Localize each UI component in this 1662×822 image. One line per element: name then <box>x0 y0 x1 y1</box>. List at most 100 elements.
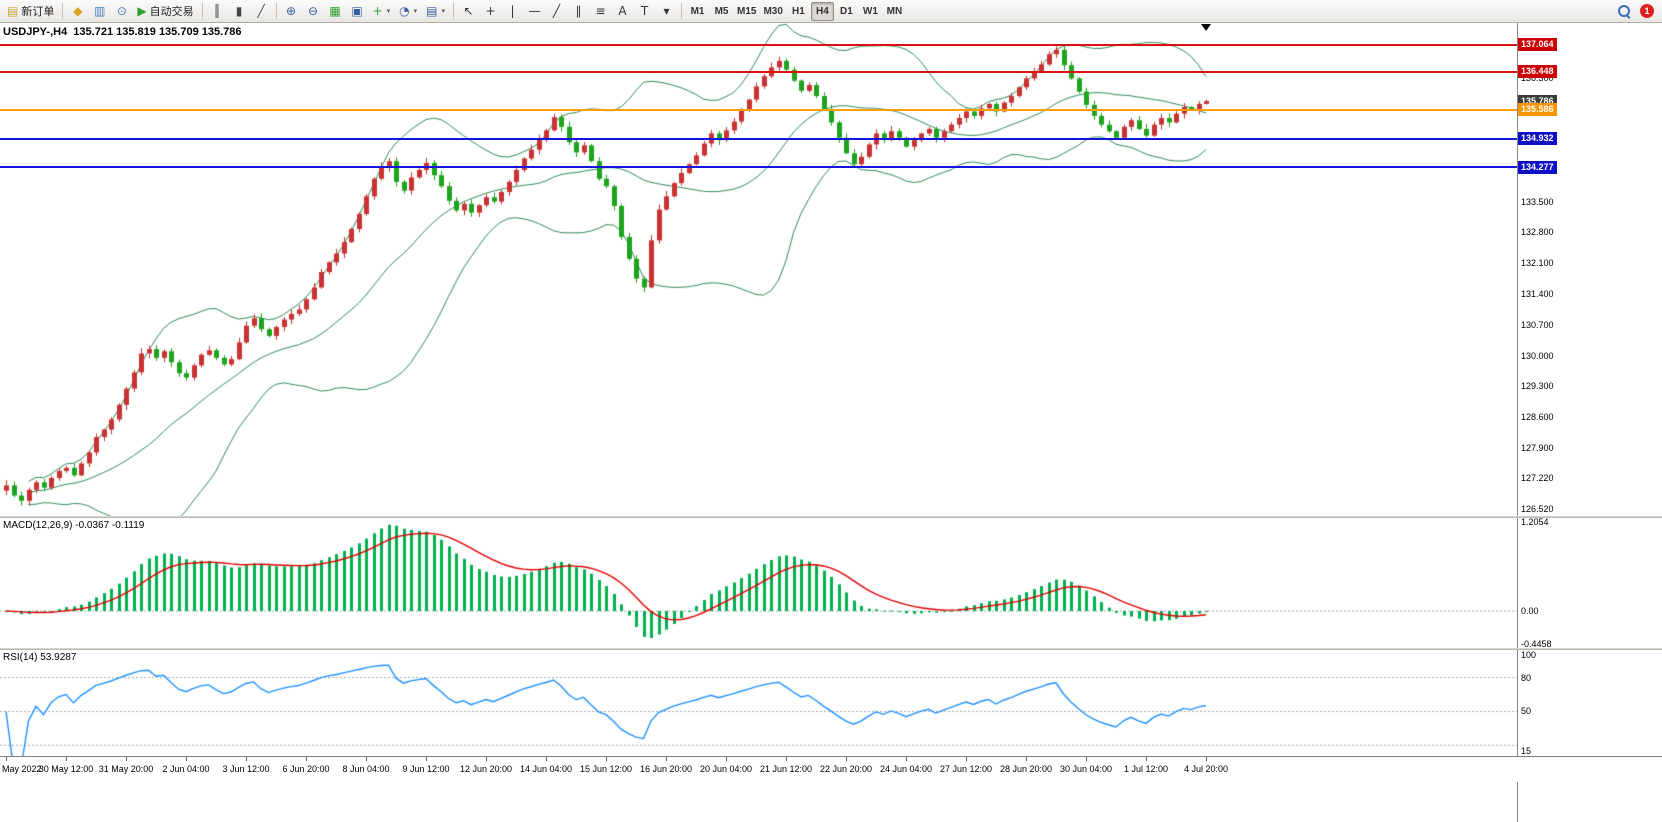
timeframe-h4-button[interactable]: H4 <box>810 1 834 21</box>
time-axis-label: May 2022 <box>2 764 42 774</box>
timeframe-m5-button[interactable]: M5 <box>714 5 729 17</box>
crosshair-icon: + <box>485 4 496 18</box>
time-axis-label: 2 Jun 04:00 <box>162 764 210 774</box>
chart-shift-marker[interactable] <box>1201 24 1211 31</box>
timeframe-d1-button[interactable]: D1 <box>840 5 853 17</box>
macd-canvas[interactable] <box>0 518 1517 648</box>
time-axis-tick <box>726 757 727 761</box>
hline-134.932[interactable] <box>0 137 1517 140</box>
market-watch-button[interactable]: ◆ <box>67 2 88 21</box>
autotrading-play-icon: ▶ <box>137 4 147 18</box>
price-chart-canvas[interactable] <box>0 23 1517 516</box>
timeframe-m30-button[interactable]: M30 <box>763 5 783 17</box>
time-axis-tick <box>126 757 127 761</box>
dropdown-arrow-icon: ▾ <box>413 7 418 15</box>
time-axis-label: 8 Jun 04:00 <box>342 764 390 774</box>
panel-splitter-rsi[interactable] <box>0 648 1662 650</box>
zoom-out-icon: ⊖ <box>308 4 319 18</box>
price-scale-label: 127.900 <box>1521 443 1554 454</box>
time-axis-label: 6 Jun 20:00 <box>282 764 330 774</box>
toolbar-separator <box>275 3 277 19</box>
crosshair-button[interactable]: + <box>480 2 501 21</box>
time-axis-label: 24 Jun 04:00 <box>879 764 933 774</box>
dropdown-arrow-icon: ▾ <box>441 7 446 15</box>
toolbar-right: 1 <box>1614 2 1659 21</box>
trendline-button[interactable]: ╱ <box>546 2 567 21</box>
hline-136.448[interactable] <box>0 70 1517 73</box>
time-axis-tick <box>186 757 187 761</box>
arrows-icon: T <box>640 4 649 18</box>
time-axis-tick <box>306 757 307 761</box>
channel-button[interactable]: ∥ <box>568 2 589 21</box>
time-axis-tick <box>546 757 547 761</box>
arrange-windows-button[interactable]: ▣ <box>347 2 368 21</box>
market-watch-icon: ◆ <box>73 4 83 18</box>
macd-scale-label: -0.4458 <box>1521 639 1552 649</box>
time-axis-tick <box>906 757 907 761</box>
timeframe-m1-button[interactable]: M1 <box>690 5 705 17</box>
time-axis-tick <box>966 757 967 761</box>
zoom-out-button[interactable]: ⊖ <box>303 2 324 21</box>
period-button[interactable]: ◔ ▾ <box>395 2 421 21</box>
time-axis[interactable]: May 2022 30 May 12:00 31 May 20:00 2 Jun 04… <box>0 756 1662 782</box>
new-order-button[interactable]: ▤ 新订单 <box>3 2 58 21</box>
template-button[interactable]: ▤ ▾ <box>422 2 449 21</box>
toolbar-separator <box>62 3 64 19</box>
hline-137.064[interactable] <box>0 43 1517 46</box>
line-chart-button[interactable]: ╱ <box>251 2 272 21</box>
ohlc-bars-icon: ║ <box>213 4 221 18</box>
bar-chart-button[interactable]: ║ <box>207 2 228 21</box>
tile-windows-button[interactable]: ▦ <box>325 2 346 21</box>
zoom-in-button[interactable]: ⊕ <box>281 2 302 21</box>
arrows-button[interactable]: T <box>634 2 655 21</box>
cursor-button[interactable]: ↖ <box>458 2 479 21</box>
timeframe-h1-button[interactable]: H1 <box>792 5 805 17</box>
price-scale-label: 132.800 <box>1521 227 1554 238</box>
time-axis-label: 16 Jun 20:00 <box>639 764 693 774</box>
fibonacci-button[interactable]: ≡ <box>590 2 611 21</box>
time-axis-tick <box>66 757 67 761</box>
text-button[interactable]: A <box>612 2 633 21</box>
time-axis-label: 27 Jun 12:00 <box>939 764 993 774</box>
price-scale-label: 126.520 <box>1521 503 1554 514</box>
macd-label: MACD(12,26,9) -0.0367 -0.1119 <box>3 520 145 531</box>
new-chart-button[interactable]: + ▾ <box>369 2 395 21</box>
time-axis-label: 21 Jun 12:00 <box>759 764 813 774</box>
rsi-canvas[interactable] <box>0 650 1517 756</box>
timeframe-w1-button[interactable]: W1 <box>862 5 878 17</box>
strategy-tester-button[interactable]: ⊙ <box>111 2 132 21</box>
search-icon <box>1618 4 1631 18</box>
candlestick-chart-button[interactable]: ▮ <box>229 2 250 21</box>
price-scale-column[interactable] <box>1517 23 1662 822</box>
panel-splitter-macd[interactable] <box>0 516 1662 518</box>
template-icon: ▤ <box>426 4 438 18</box>
channel-icon: ∥ <box>575 4 582 18</box>
timeframe-m15-button[interactable]: M15 <box>737 5 757 17</box>
shapes-button[interactable]: ▾ <box>656 2 677 21</box>
time-axis-label: 31 May 20:00 <box>98 764 154 774</box>
timeframe-mn-button[interactable]: MN <box>886 5 903 17</box>
macd-scale-label: 1.2054 <box>1521 517 1549 527</box>
hline-135.586[interactable] <box>0 108 1517 111</box>
chart-ohlc-title: USDJPY-,H4 135.721 135.819 135.709 135.7… <box>3 26 242 38</box>
time-axis-label: 12 Jun 20:00 <box>459 764 513 774</box>
time-axis-tick <box>1146 757 1147 761</box>
new-order-icon: ▤ <box>7 4 19 18</box>
price-scale-label: 131.400 <box>1521 289 1554 300</box>
vertical-line-button[interactable]: | <box>502 2 523 21</box>
tile-windows-icon: ▦ <box>329 4 341 18</box>
cursor-icon: ↖ <box>463 4 474 18</box>
auto-trading-button[interactable]: ▶ 自动交易 <box>133 2 197 21</box>
new-order-button-label: 新订单 <box>21 6 55 18</box>
notification-badge[interactable]: 1 <box>1640 4 1654 18</box>
chart-window-button[interactable]: ▥ <box>89 2 110 21</box>
toolbar-separator <box>681 3 683 19</box>
candlestick-icon: ▮ <box>235 4 243 18</box>
price-scale-label: 133.500 <box>1521 196 1554 207</box>
search-button[interactable] <box>1614 2 1635 21</box>
price-scale-label: 128.600 <box>1521 412 1554 423</box>
hline-134.277[interactable] <box>0 166 1517 169</box>
rsi-label: RSI(14) 53.9287 <box>3 652 77 663</box>
time-axis-tick <box>606 757 607 761</box>
horizontal-line-button[interactable]: — <box>524 2 545 21</box>
